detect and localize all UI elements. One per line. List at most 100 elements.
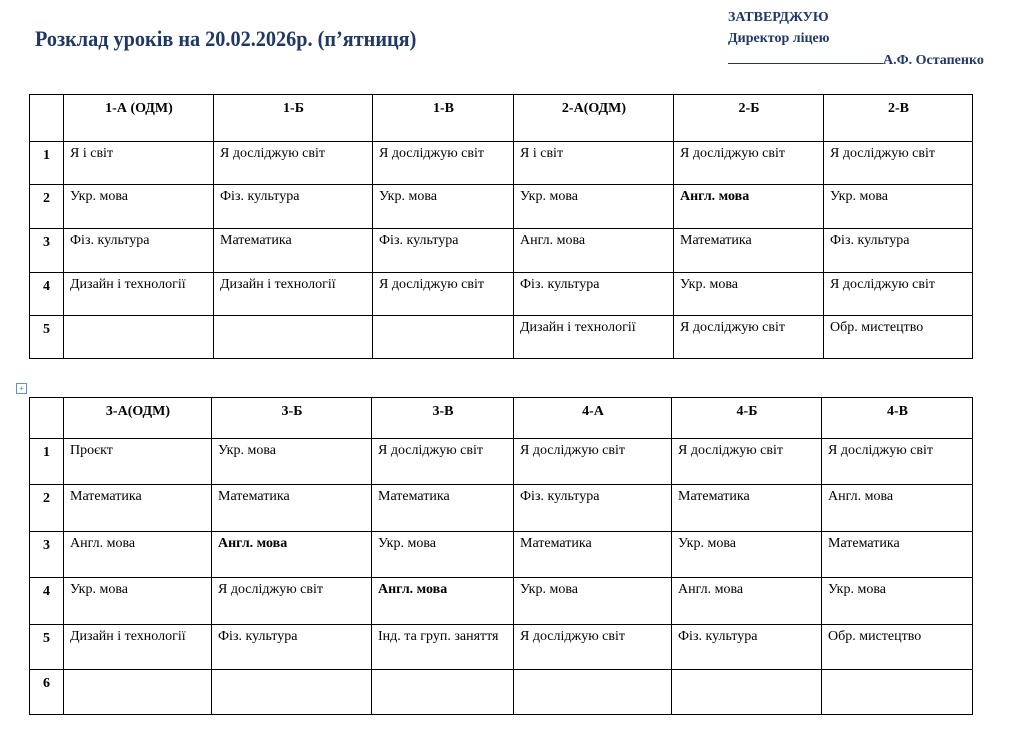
page-title: Розклад уроків на 20.02.2026р. (п’ятниця… — [35, 26, 417, 51]
lesson-cell: Я і світ — [513, 141, 674, 185]
lesson-cell: Укр. мова — [371, 531, 514, 578]
lesson-cell: Англ. мова — [63, 531, 212, 578]
lesson-cell: Укр. мова — [823, 184, 973, 229]
class-header: 2-А(ОДМ) — [513, 94, 674, 142]
lesson-cell: Я досліджую світ — [371, 438, 514, 485]
approval-position: Директор ліцею — [728, 31, 830, 46]
lesson-cell — [821, 669, 973, 715]
lesson-cell: Англ. мова — [673, 184, 824, 229]
lesson-cell: Укр. мова — [673, 272, 824, 316]
lesson-cell: Фіз. культура — [671, 624, 822, 670]
class-header: 1-Б — [213, 94, 373, 142]
lesson-row: 2 Укр. мова Фіз. культура Укр. мова Укр. мов… — [29, 184, 973, 229]
lesson-cell: Математика — [211, 484, 372, 532]
class-header: 4-В — [821, 397, 973, 439]
lesson-cell: Англ. мова — [821, 484, 973, 532]
lesson-cell: Математика — [213, 228, 373, 273]
signature-line — [728, 49, 883, 64]
lesson-cell: Дизайн і технології — [513, 315, 674, 359]
lesson-cell: Дизайн і технології — [63, 272, 214, 316]
class-header: 3-А(ОДМ) — [63, 397, 212, 439]
schedule-table-2: 3-А(ОДМ) 3-Б 3-В 4-А 4-Б 4-В 1 Проєкт Укр. мова Я… — [29, 397, 973, 715]
lesson-cell: Математика — [673, 228, 824, 273]
lesson-cell: Укр. мова — [513, 577, 672, 625]
lesson-cell: Проєкт — [63, 438, 212, 485]
lesson-cell — [211, 669, 372, 715]
lesson-cell: Фіз. культура — [513, 272, 674, 316]
corner-cell — [29, 397, 64, 439]
lesson-cell: Фіз. культура — [823, 228, 973, 273]
lesson-cell — [671, 669, 822, 715]
lesson-cell: Я досліджую світ — [821, 438, 973, 485]
lesson-cell — [213, 315, 373, 359]
lesson-cell: Я досліджую світ — [513, 438, 672, 485]
lesson-cell — [372, 315, 514, 359]
lesson-cell: Математика — [63, 484, 212, 532]
lesson-cell: Обр. мистецтво — [823, 315, 973, 359]
class-header: 2-В — [823, 94, 973, 142]
lesson-cell — [513, 669, 672, 715]
lesson-row: 5 Дизайн і технології Фіз. культура Інд. та… — [29, 624, 973, 670]
header-row: 3-А(ОДМ) 3-Б 3-В 4-А 4-Б 4-В — [29, 397, 973, 439]
approval-block: ЗАТВЕРДЖУЮ Директор ліцею А.Ф. Остапенко — [728, 7, 984, 71]
class-header: 1-В — [372, 94, 514, 142]
class-header: 4-А — [513, 397, 672, 439]
lesson-number: 3 — [29, 228, 64, 273]
lesson-row: 3 Фіз. культура Математика Фіз. культура Анг… — [29, 228, 973, 273]
lesson-cell: Укр. мова — [513, 184, 674, 229]
lesson-cell: Укр. мова — [211, 438, 372, 485]
lesson-cell: Я досліджую світ — [673, 141, 824, 185]
director-name: А.Ф. Остапенко — [883, 53, 984, 68]
lesson-number: 2 — [29, 484, 64, 532]
lesson-cell: Математика — [513, 531, 672, 578]
lesson-row: 6 — [29, 669, 973, 715]
corner-cell — [29, 94, 64, 142]
lesson-cell: Фіз. культура — [213, 184, 373, 229]
lesson-number: 6 — [29, 669, 64, 715]
lesson-number: 4 — [29, 272, 64, 316]
class-header: 3-Б — [211, 397, 372, 439]
lesson-cell: Укр. мова — [821, 577, 973, 625]
lesson-number: 3 — [29, 531, 64, 578]
lesson-cell: Фіз. культура — [372, 228, 514, 273]
lesson-cell: Я досліджую світ — [513, 624, 672, 670]
lesson-cell: Фіз. культура — [211, 624, 372, 670]
header-row: 1-А (ОДМ) 1-Б 1-В 2-А(ОДМ) 2-Б 2-В — [29, 94, 973, 142]
lesson-number: 5 — [29, 624, 64, 670]
approval-heading: ЗАТВЕРДЖУЮ — [728, 10, 829, 25]
class-header: 4-Б — [671, 397, 822, 439]
lesson-cell: Англ. мова — [211, 531, 372, 578]
lesson-row: 3 Англ. мова Англ. мова Укр. мова Математика… — [29, 531, 973, 578]
lesson-cell: Укр. мова — [63, 577, 212, 625]
lesson-row: 1 Проєкт Укр. мова Я досліджую світ Я дослід… — [29, 438, 973, 485]
class-header: 3-В — [371, 397, 514, 439]
lesson-cell: Фіз. культура — [63, 228, 214, 273]
lesson-cell: Інд. та груп. заняття — [371, 624, 514, 670]
lesson-number: 4 — [29, 577, 64, 625]
lesson-cell: Англ. мова — [671, 577, 822, 625]
table-move-handle-icon[interactable]: + — [16, 383, 27, 394]
lesson-cell: Укр. мова — [372, 184, 514, 229]
lesson-cell: Я досліджую світ — [213, 141, 373, 185]
lesson-cell: Обр. мистецтво — [821, 624, 973, 670]
schedule-table-1: 1-А (ОДМ) 1-Б 1-В 2-А(ОДМ) 2-Б 2-В 1 Я і світ Я … — [29, 94, 973, 359]
lesson-row: 5 Дизайн і технології Я досліджую світ Обр.… — [29, 315, 973, 359]
lesson-number: 1 — [29, 141, 64, 185]
lesson-number: 5 — [29, 315, 64, 359]
class-header: 1-А (ОДМ) — [63, 94, 214, 142]
lesson-row: 4 Укр. мова Я досліджую світ Англ. мова Укр.… — [29, 577, 973, 625]
lesson-cell: Я досліджую світ — [671, 438, 822, 485]
lesson-cell: Я досліджую світ — [823, 272, 973, 316]
lesson-cell: Я досліджую світ — [823, 141, 973, 185]
lesson-cell: Дизайн і технології — [213, 272, 373, 316]
lesson-number: 2 — [29, 184, 64, 229]
lesson-cell: Дизайн і технології — [63, 624, 212, 670]
lesson-cell: Я досліджую світ — [372, 272, 514, 316]
lesson-row: 2 Математика Математика Математика Фіз. куль… — [29, 484, 973, 532]
class-header: 2-Б — [673, 94, 824, 142]
lesson-cell: Англ. мова — [513, 228, 674, 273]
lesson-cell: Я і світ — [63, 141, 214, 185]
lesson-cell: Я досліджую світ — [211, 577, 372, 625]
lesson-cell: Я досліджую світ — [673, 315, 824, 359]
